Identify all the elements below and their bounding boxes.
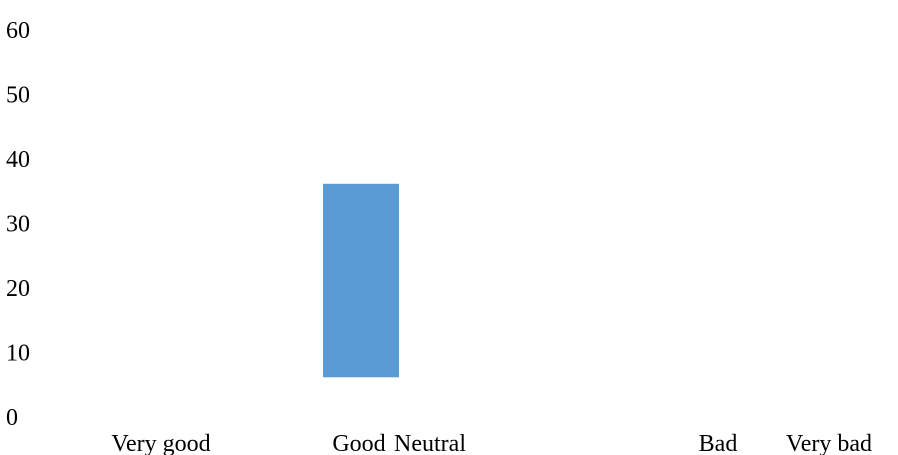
y-tick-label: 30 (6, 212, 30, 238)
y-tick-label: 0 (6, 405, 18, 431)
x-tick-label: Good (332, 431, 385, 455)
y-tick-label: 20 (6, 276, 30, 302)
x-tick-label: Neutral (394, 431, 466, 455)
y-tick-label: 60 (6, 18, 30, 44)
y-tick-label: 10 (6, 341, 30, 367)
x-tick-label: Bad (699, 431, 738, 455)
y-tick-label: 50 (6, 83, 30, 109)
x-tick-label: Very bad (786, 431, 872, 455)
y-axis-tick-labels: 0 10 20 30 40 50 60 (6, 18, 30, 431)
x-tick-label: Very good (111, 431, 210, 455)
bars (323, 183, 399, 378)
x-axis-tick-labels: Very good Good Neutral Bad Very bad (111, 431, 872, 455)
y-tick-label: 40 (6, 147, 30, 173)
bar-good (323, 183, 399, 378)
